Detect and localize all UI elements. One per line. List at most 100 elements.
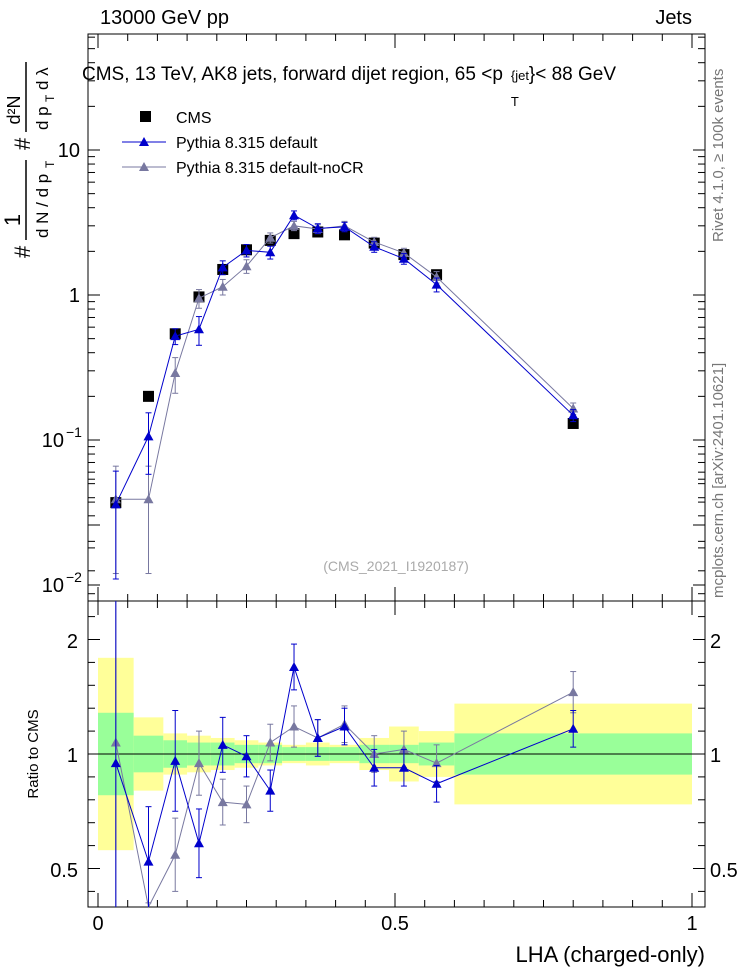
x-ticks xyxy=(97,34,693,907)
series-line-default xyxy=(115,214,574,505)
ytick-label-10: 10 xyxy=(58,140,80,162)
ylabel-frac1-den: d N / d p xyxy=(33,174,52,238)
ratio-point-default-0 xyxy=(110,758,121,768)
point-default-0 xyxy=(110,499,121,509)
ratio-ticks xyxy=(88,478,705,892)
main-ticks xyxy=(88,36,705,586)
ratio-point-nocr-12 xyxy=(431,758,442,768)
ratio-point-default-5 xyxy=(241,751,252,761)
point-default-11 xyxy=(398,253,409,263)
point-nocr-13 xyxy=(568,403,579,413)
point-cms-9 xyxy=(339,229,351,241)
ylabel-hash1: # xyxy=(10,245,35,258)
plot-title-main: CMS, 13 TeV, AK8 jets, forward dijet reg… xyxy=(82,64,503,85)
main-series xyxy=(110,210,579,580)
point-nocr-2 xyxy=(170,367,181,377)
ylabel-frac2-den-tail: d λ xyxy=(33,67,52,90)
point-default-1 xyxy=(143,431,154,441)
ytick-label-1: 1 xyxy=(69,285,80,307)
ylabel-frac1-den-sub: T xyxy=(43,160,57,168)
point-default-8 xyxy=(312,223,323,233)
y-axis-label: # 1 d N / d p T # d²N d p T d λ xyxy=(0,62,57,258)
point-nocr-7 xyxy=(289,220,300,230)
ratio-point-nocr-2 xyxy=(170,849,181,859)
point-default-2 xyxy=(170,331,181,341)
ratio-point-default-2 xyxy=(170,755,181,765)
point-nocr-1 xyxy=(143,494,154,504)
ratio-point-default-8 xyxy=(312,732,323,742)
ratio-line-default xyxy=(115,665,574,864)
point-default-9 xyxy=(339,221,350,231)
point-default-7 xyxy=(289,210,300,220)
ratio-tick-label-1-right: 1 xyxy=(710,745,721,767)
ratio-line-nocr xyxy=(115,691,574,909)
mcplots-label: mcplots.cern.ch [arXiv:2401.10621] xyxy=(710,363,727,598)
ratio-point-nocr-4 xyxy=(217,797,228,807)
ratio-point-default-13 xyxy=(568,723,579,733)
ratio-point-nocr-7 xyxy=(289,721,300,731)
legend-label-nocr: Pythia 8.315 default-noCR xyxy=(176,160,364,177)
ylabel-hash2: # xyxy=(10,137,35,150)
point-nocr-3 xyxy=(193,293,204,303)
header-right: Jets xyxy=(655,7,692,29)
xtick-label-1: 1 xyxy=(686,913,697,935)
point-default-3 xyxy=(193,324,204,334)
ytick-label-0.1-exp: −1 xyxy=(66,424,82,440)
point-default-13 xyxy=(568,410,579,420)
series-line-nocr xyxy=(115,225,574,500)
ytick-label-0.01-exp: −2 xyxy=(66,569,82,585)
point-nocr-5 xyxy=(241,261,252,271)
point-default-10 xyxy=(369,241,380,251)
ratio-series xyxy=(110,601,579,909)
point-default-5 xyxy=(241,245,252,255)
ratio-point-default-1 xyxy=(143,856,154,866)
point-nocr-4 xyxy=(217,281,228,291)
ratio-point-nocr-13 xyxy=(568,687,579,697)
ratio-tick-label-0.5-right: 0.5 xyxy=(710,860,738,882)
legend-label-cms: CMS xyxy=(176,110,212,127)
ylabel-frac2-num: d²N xyxy=(4,95,24,124)
ytick-label-0.1: 10 xyxy=(42,430,64,452)
ylabel-frac1-num: 1 xyxy=(0,214,25,226)
point-default-12 xyxy=(431,279,442,289)
point-cms-7 xyxy=(288,228,300,240)
point-nocr-11 xyxy=(398,247,409,257)
legend-marker-default xyxy=(139,137,149,146)
ratio-point-default-11 xyxy=(398,762,409,772)
plot-title-tail: }< 88 GeV xyxy=(528,64,617,85)
legend-label-default: Pythia 8.315 default xyxy=(176,135,318,152)
plot-title-sub: T xyxy=(510,94,519,109)
point-default-6 xyxy=(265,247,276,257)
point-nocr-6 xyxy=(265,232,276,242)
side-labels: Rivet 4.1.0, ≥ 100k events mcplots.cern.… xyxy=(710,69,727,598)
ratio-tick-label-2: 2 xyxy=(67,631,78,653)
ratio-point-default-3 xyxy=(193,838,204,848)
ratio-tick-label-2-right: 2 xyxy=(710,631,721,653)
legend-marker-nocr xyxy=(139,162,149,171)
legend: CMS Pythia 8.315 default Pythia 8.315 de… xyxy=(122,110,364,177)
xtick-label-0: 0 xyxy=(92,913,103,935)
plot-title-sup: {jet xyxy=(510,68,529,83)
ratio-point-nocr-3 xyxy=(193,758,204,768)
legend-marker-cms xyxy=(140,111,151,122)
ratio-point-nocr-6 xyxy=(265,737,276,747)
point-cms-13 xyxy=(567,417,579,429)
point-nocr-12 xyxy=(431,272,442,282)
ratio-point-default-6 xyxy=(265,785,276,795)
ratio-ylabel: Ratio to CMS xyxy=(25,709,42,798)
ratio-tick-label-0.5: 0.5 xyxy=(50,860,78,882)
ratio-tick-label-1: 1 xyxy=(67,745,78,767)
ratio-point-nocr-5 xyxy=(241,799,252,809)
plot-title: CMS, 13 TeV, AK8 jets, forward dijet reg… xyxy=(82,64,617,109)
point-cms-1 xyxy=(142,390,154,402)
x-axis-label: LHA (charged-only) xyxy=(515,942,705,967)
rivet-label: Rivet 4.1.0, ≥ 100k events xyxy=(710,69,727,242)
header-left: 13000 GeV pp xyxy=(100,7,229,29)
ratio-point-default-10 xyxy=(369,762,380,772)
xtick-label-0.5: 0.5 xyxy=(381,913,409,935)
ratio-point-default-12 xyxy=(431,778,442,788)
analysis-watermark: (CMS_2021_I1920187) xyxy=(323,558,469,574)
ratio-point-default-9 xyxy=(339,721,350,731)
ylabel-frac2-den-sub: T xyxy=(43,94,57,102)
